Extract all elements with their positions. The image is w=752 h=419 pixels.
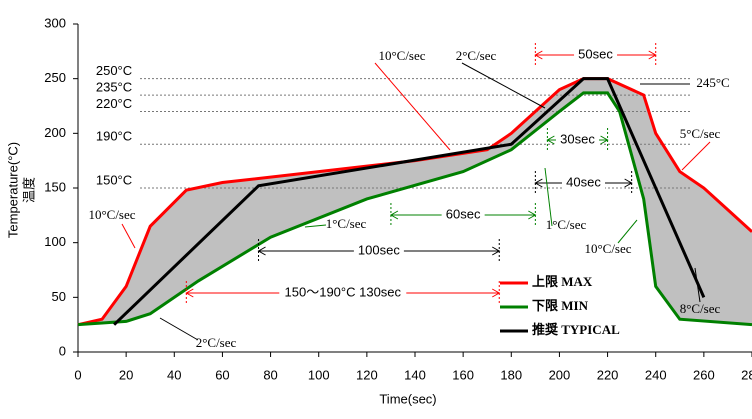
span-label-bg bbox=[441, 205, 485, 225]
x-tick-label: 0 bbox=[74, 367, 81, 382]
x-tick-label: 180 bbox=[500, 367, 522, 382]
x-tick-label: 200 bbox=[549, 367, 571, 382]
ref-label: 235°C bbox=[96, 80, 132, 95]
span-label: 50sec bbox=[578, 46, 613, 61]
ref-label: 220°C bbox=[96, 96, 132, 111]
annotation: 1°C/sec bbox=[326, 216, 367, 231]
annotation-leader bbox=[544, 167, 553, 227]
series-line bbox=[113, 77, 706, 326]
x-tick-label: 140 bbox=[404, 367, 426, 382]
series-line bbox=[77, 77, 752, 327]
span-label: 30sec bbox=[560, 131, 595, 146]
legend-label: 上限 MAX bbox=[532, 274, 593, 289]
span-label: 100sec bbox=[358, 242, 400, 257]
annotation: 2°C/sec bbox=[456, 48, 497, 63]
y-tick-label: 200 bbox=[44, 125, 66, 140]
x-tick-label: 220 bbox=[597, 367, 619, 382]
annotation: 8°C/sec bbox=[680, 301, 721, 316]
annotation: 5°C/sec bbox=[680, 126, 721, 141]
range-fill bbox=[78, 78, 752, 325]
x-tick-label: 120 bbox=[356, 367, 378, 382]
span-label: 40sec bbox=[566, 174, 601, 189]
x-tick-label: 80 bbox=[263, 367, 277, 382]
y-tick-label: 100 bbox=[44, 234, 66, 249]
ref-label: 250°C bbox=[96, 63, 132, 78]
ref-label: 190°C bbox=[96, 129, 132, 144]
annotation: 2°C/sec bbox=[196, 335, 237, 350]
x-tick-label: 260 bbox=[693, 367, 715, 382]
y-tick-label: 0 bbox=[59, 343, 66, 358]
span-label-bg bbox=[353, 241, 404, 261]
y-tick-label: 150 bbox=[44, 179, 66, 194]
annotation-leader bbox=[681, 141, 711, 171]
x-tick-label: 60 bbox=[215, 367, 229, 382]
annotation-leader bbox=[617, 219, 638, 244]
span-label-bg bbox=[562, 173, 605, 193]
x-axis-label: Time(sec) bbox=[379, 391, 436, 406]
annotation: 10°C/sec bbox=[584, 241, 631, 256]
y-tick-label: 300 bbox=[44, 15, 66, 30]
x-tick-label: 20 bbox=[119, 367, 133, 382]
span-label: 150～190°C 130sec bbox=[285, 284, 402, 299]
x-tick-label: 100 bbox=[308, 367, 330, 382]
x-tick-label: 280 bbox=[741, 367, 752, 382]
x-tick-label: 240 bbox=[645, 367, 667, 382]
x-tick-label: 160 bbox=[452, 367, 474, 382]
annotation-leader bbox=[304, 224, 327, 228]
annotation-leader bbox=[461, 62, 546, 109]
span-label-bg bbox=[574, 45, 618, 65]
annotation: 1°C/sec bbox=[546, 217, 587, 232]
legend-label: 下限 MIN bbox=[532, 298, 589, 313]
span-label-bg bbox=[555, 130, 599, 150]
ref-label: 150°C bbox=[96, 172, 132, 187]
y-tick-label: 250 bbox=[44, 70, 66, 85]
annotation: 10°C/sec bbox=[88, 207, 135, 222]
x-tick-label: 40 bbox=[167, 367, 181, 382]
annotation: 245°C bbox=[696, 75, 729, 90]
y-axis-label-jp: 温度 bbox=[21, 177, 36, 203]
annotation-leader bbox=[374, 62, 451, 151]
span-label: 60sec bbox=[446, 206, 481, 221]
annotation-leader bbox=[694, 267, 701, 303]
series-line bbox=[77, 91, 752, 327]
span-label-bg bbox=[279, 283, 407, 303]
annotation: 10°C/sec bbox=[378, 48, 425, 63]
y-axis-label: Temperature(°C) bbox=[5, 142, 20, 238]
annotation-leader bbox=[159, 317, 199, 341]
legend-label: 推奨 TYPICAL bbox=[532, 322, 620, 337]
y-tick-label: 50 bbox=[52, 289, 66, 304]
annotation-leader bbox=[121, 223, 136, 249]
